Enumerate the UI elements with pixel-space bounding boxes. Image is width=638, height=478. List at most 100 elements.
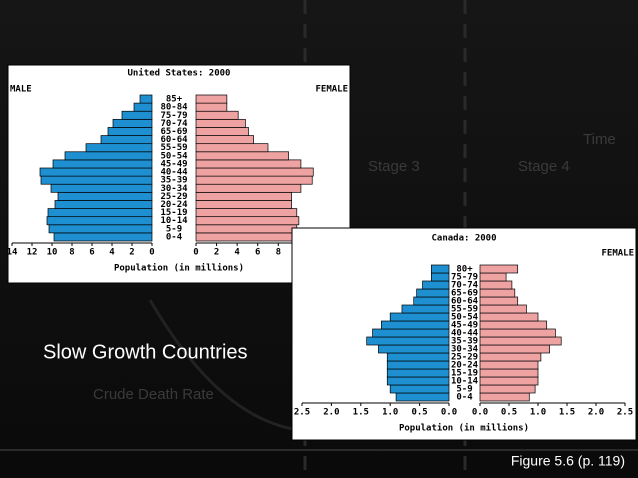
- bar: [46, 216, 153, 226]
- x-tick-label: 10: [47, 248, 58, 258]
- bar: [479, 376, 539, 386]
- age-label: 80+: [456, 265, 473, 275]
- bar: [195, 175, 313, 185]
- curve: [148, 299, 600, 432]
- age-label: 10-14: [160, 216, 188, 226]
- age-label: 20-24: [451, 361, 479, 371]
- x-tick-label: 1.0: [530, 408, 546, 418]
- x-tick-label: 0: [149, 248, 154, 258]
- bar: [121, 110, 153, 120]
- bar: [381, 320, 450, 330]
- x-tick-label: 8: [276, 248, 281, 258]
- bar: [372, 328, 450, 338]
- x-tick-label: 0.0: [441, 408, 457, 418]
- x-tick-label: 4: [109, 248, 115, 258]
- bar: [389, 384, 450, 394]
- bar: [57, 191, 153, 201]
- bar: [64, 151, 153, 161]
- bar: [431, 264, 450, 274]
- age-label: 50-54: [451, 313, 479, 323]
- bar: [107, 127, 153, 136]
- age-label: 55-59: [451, 305, 478, 315]
- stage-label: Stage 4: [518, 158, 570, 175]
- x-tick-label: 0.5: [501, 408, 517, 418]
- x-tick-label: 8: [69, 248, 74, 258]
- bar: [378, 344, 450, 354]
- bar: [195, 127, 249, 136]
- x-tick-label: 6: [255, 248, 260, 258]
- bar: [85, 143, 153, 153]
- age-label: 15-19: [160, 208, 187, 218]
- bar: [40, 175, 153, 185]
- legend-label: MALE: [10, 85, 32, 95]
- age-label: 5-9: [166, 224, 182, 234]
- bar: [50, 183, 153, 193]
- age-label: 75-79: [451, 273, 478, 283]
- x-tick-label: 2: [129, 248, 134, 258]
- bar: [479, 392, 530, 402]
- bar: [195, 200, 293, 209]
- age-label: 65-69: [451, 289, 478, 299]
- bar: [53, 232, 153, 242]
- age-label: 5-9: [456, 385, 472, 395]
- age-label: 70-74: [160, 119, 188, 129]
- age-label: 55-59: [160, 143, 187, 153]
- bar: [195, 151, 289, 161]
- age-label: 20-24: [160, 200, 188, 210]
- age-label: 70-74: [451, 281, 479, 291]
- bar: [195, 167, 314, 177]
- bar: [100, 135, 153, 145]
- age-label: 0-4: [456, 393, 473, 403]
- bar: [479, 312, 539, 322]
- bar: [195, 216, 300, 226]
- stage-label: Stage 3: [368, 158, 420, 175]
- x-tick-label: 0: [193, 248, 198, 258]
- bar: [413, 296, 450, 306]
- bar: [431, 272, 450, 282]
- chart-title: United States: 2000: [128, 68, 231, 79]
- bar: [386, 360, 450, 370]
- bar: [479, 296, 519, 306]
- chart-panel: [291, 227, 637, 441]
- x-tick-label: 14: [7, 248, 18, 258]
- x-tick-label: 2.0: [323, 408, 339, 418]
- bar: [479, 344, 550, 354]
- age-label: 25-29: [451, 353, 478, 363]
- bar: [195, 118, 246, 128]
- bar: [195, 135, 254, 145]
- bar: [479, 336, 562, 346]
- bar: [479, 328, 556, 338]
- heading: Slow Growth Countries: [43, 341, 248, 363]
- bar: [52, 159, 153, 169]
- bar: [366, 336, 450, 346]
- x-tick-label: 1.0: [382, 408, 398, 418]
- bar: [195, 143, 269, 153]
- bar: [479, 304, 527, 314]
- age-label: 30-34: [451, 345, 479, 355]
- age-label: 35-39: [451, 337, 478, 347]
- bar: [479, 384, 536, 394]
- bar: [395, 392, 450, 402]
- bar: [195, 159, 302, 169]
- bar: [389, 312, 450, 322]
- bar: [479, 272, 507, 282]
- age-label: 45-49: [451, 321, 478, 331]
- chart-title: Canada: 2000: [431, 234, 496, 244]
- bar: [195, 224, 298, 234]
- age-label: 75-79: [160, 111, 187, 121]
- bar: [386, 368, 450, 378]
- age-label: 60-64: [160, 135, 188, 145]
- age-label: 0-4: [166, 232, 183, 242]
- bar: [195, 102, 228, 112]
- bar: [416, 288, 450, 298]
- age-label: 25-29: [160, 192, 187, 202]
- bar: [48, 224, 153, 234]
- bar: [47, 208, 153, 218]
- x-tick-label: 1.5: [559, 408, 575, 418]
- age-label: 50-54: [160, 151, 188, 161]
- x-tick-label: 0.5: [411, 408, 427, 418]
- bar: [139, 94, 153, 104]
- bar: [479, 360, 539, 370]
- bar: [195, 183, 302, 193]
- age-label: 45-49: [160, 159, 187, 169]
